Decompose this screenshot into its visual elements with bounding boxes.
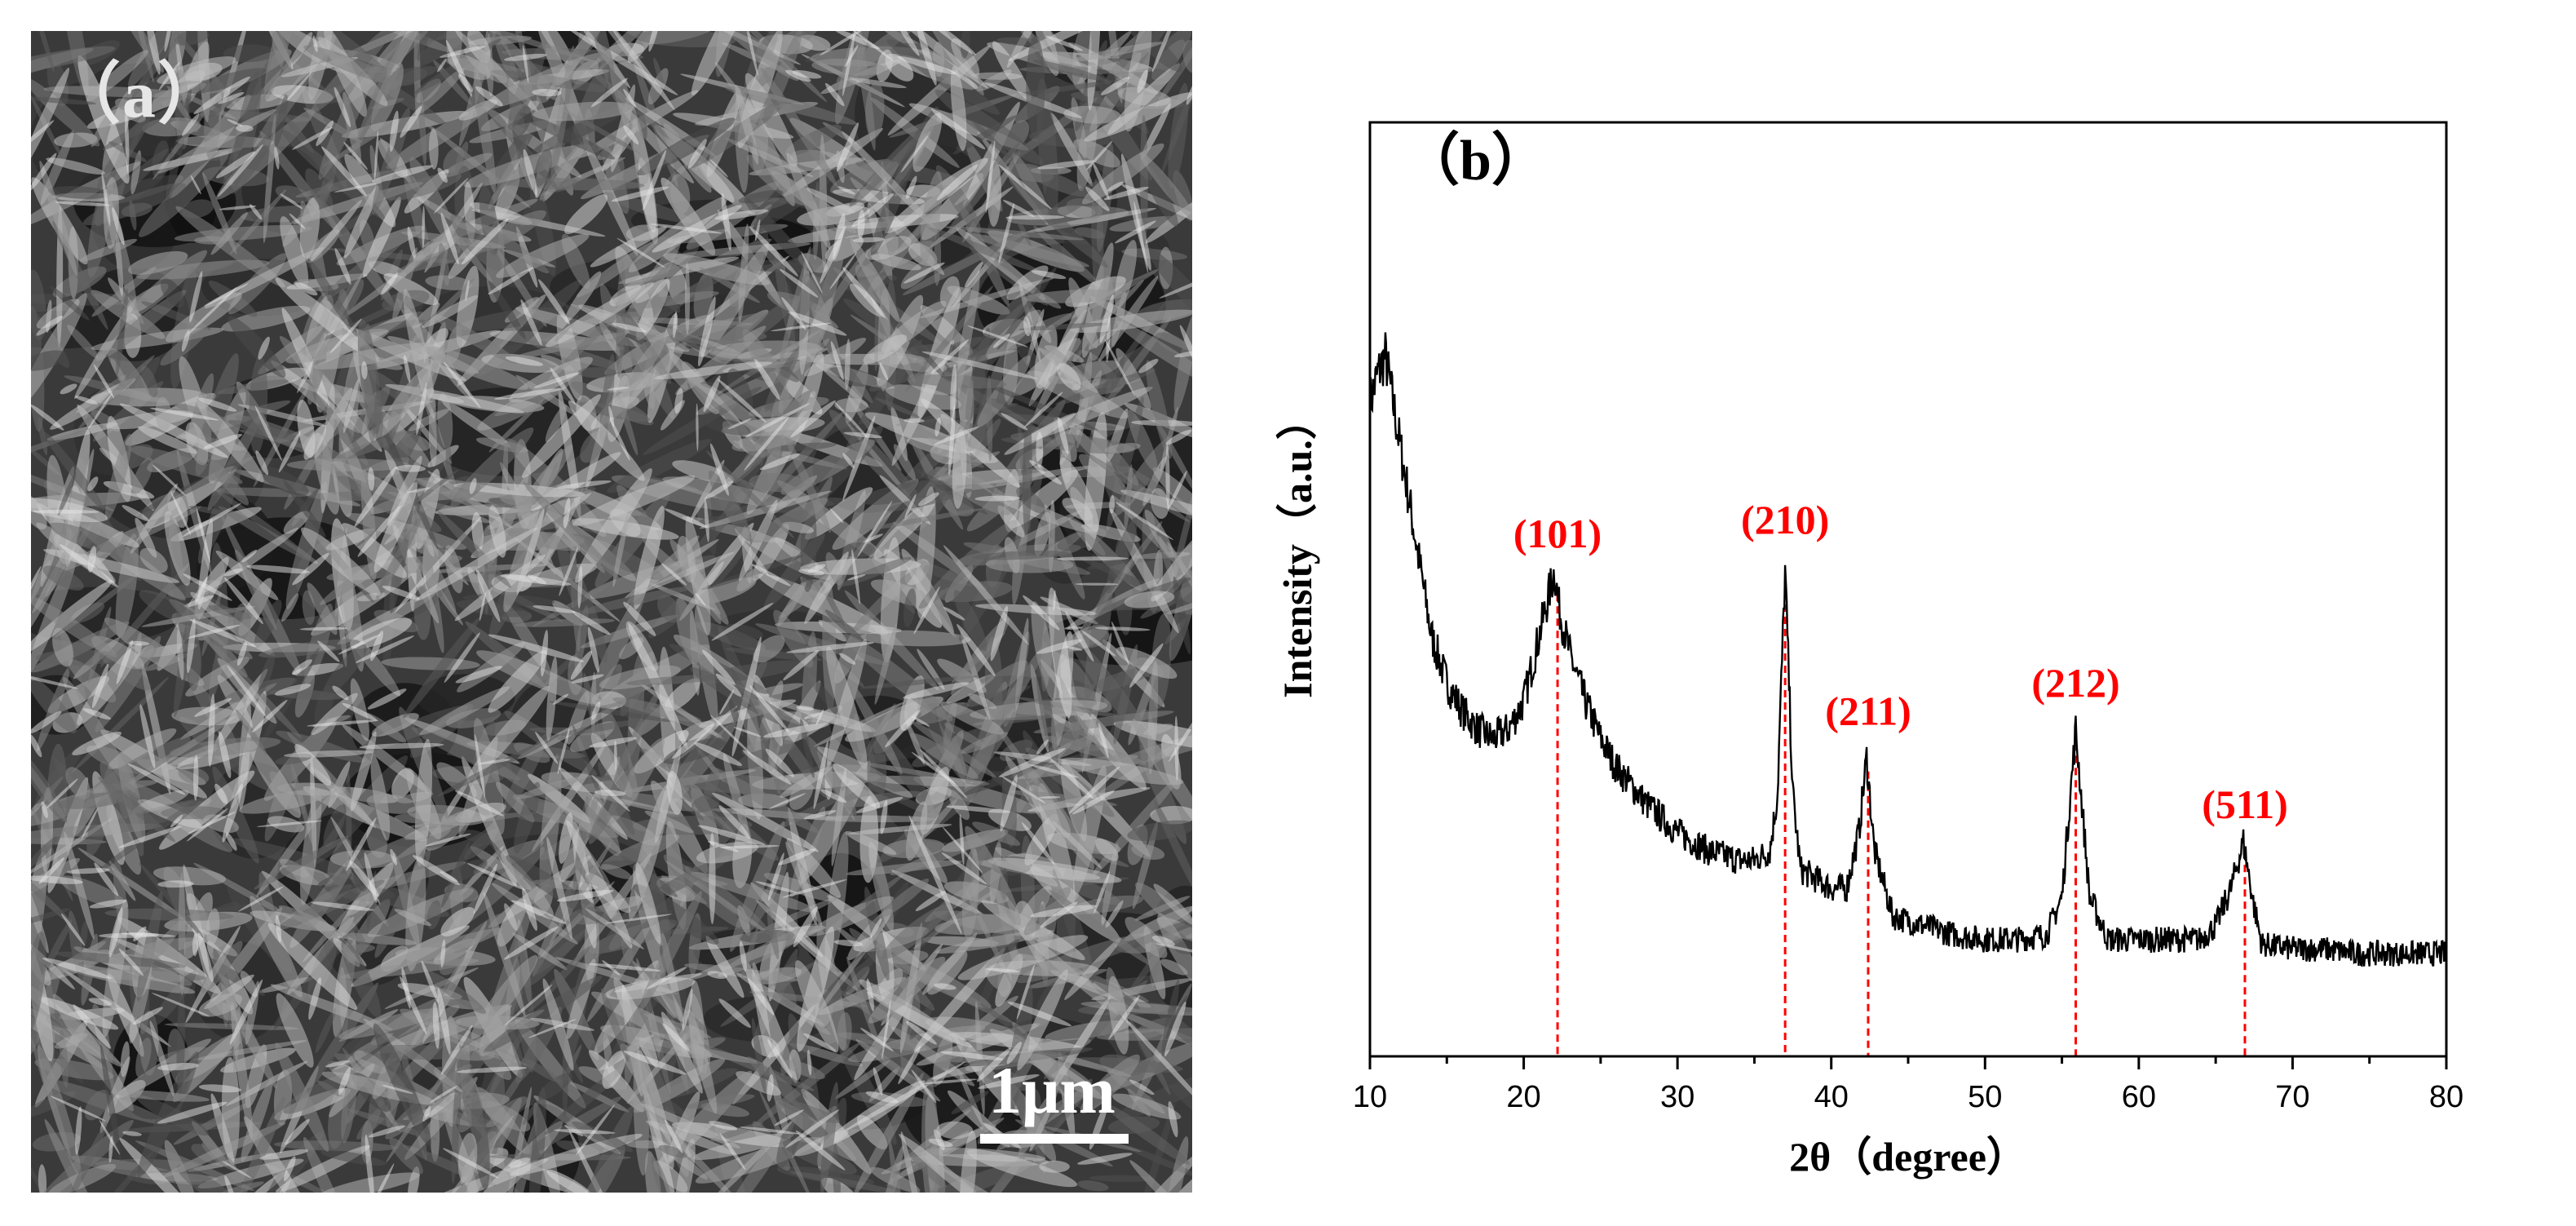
scale-bar	[980, 1134, 1129, 1144]
peak-label: (210)	[1741, 497, 1829, 542]
sem-texture	[31, 31, 1192, 1193]
x-axis-title: 2θ（degree）	[1789, 1134, 2027, 1180]
peak-label: (211)	[1825, 688, 1911, 734]
panel-a-label: （a）	[54, 57, 227, 131]
peak-labels: (101) (210) (211) (212) (511)	[1513, 497, 2288, 827]
peak-markers	[1556, 580, 2247, 1056]
xrd-trace	[1368, 332, 2447, 967]
x-tick-label: 30	[1660, 1080, 1695, 1114]
x-tick-label: 60	[2122, 1080, 2156, 1114]
x-axis-ticks: 10 20 30 40 50 60 70 80	[1353, 1056, 2463, 1114]
scale-bar-label: 1μm	[988, 1053, 1116, 1127]
x-tick-label: 50	[1968, 1080, 2002, 1114]
x-tick-label: 80	[2429, 1080, 2463, 1114]
xrd-chart: （b） 10 20 30 40 50 60 70 80 (101) (210) (211) (212…	[1275, 121, 2463, 1180]
x-tick-label: 10	[1353, 1080, 1387, 1114]
x-tick-label: 20	[1506, 1080, 1540, 1114]
peak-label: (101)	[1513, 511, 1602, 556]
sem-image	[31, 31, 1192, 1193]
panel-b-label: （b）	[1403, 129, 1549, 193]
peak-label: (212)	[2031, 660, 2119, 706]
y-axis-title: Intensity（a.u.）	[1275, 399, 1320, 698]
x-tick-label: 70	[2275, 1080, 2309, 1114]
x-tick-label: 40	[1814, 1080, 1849, 1114]
peak-label: (511)	[2202, 781, 2288, 827]
